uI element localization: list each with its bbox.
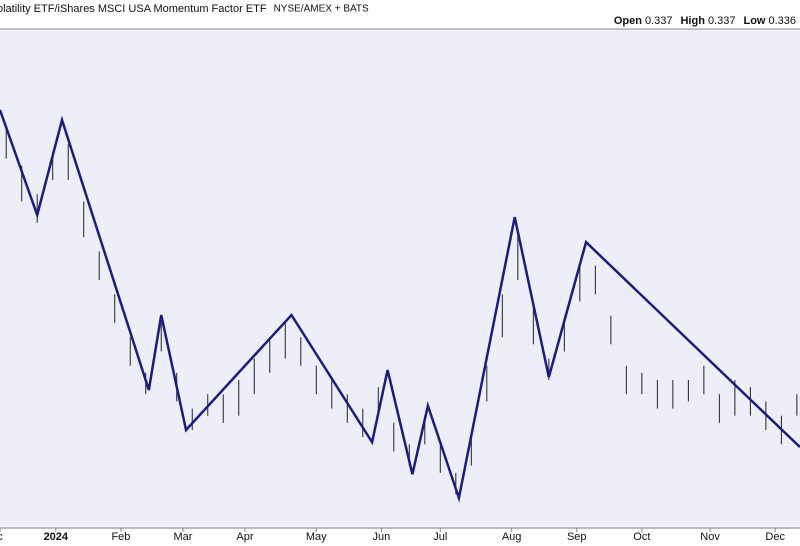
- x-tick-label: Jun: [373, 531, 391, 543]
- x-tick-label: Jul: [433, 531, 447, 543]
- quote-label: Low: [743, 15, 765, 27]
- x-tick-label: 2024: [44, 531, 69, 543]
- exchange: NYSE/AMEX + BATS: [274, 4, 369, 15]
- x-tick-label: May: [306, 531, 327, 543]
- x-tick-label: Feb: [111, 531, 130, 543]
- quote-value: 0.336: [768, 15, 796, 27]
- x-tick-label: Aug: [502, 531, 522, 543]
- quote-label: High: [680, 15, 705, 27]
- x-tick-label: Nov: [700, 531, 720, 543]
- x-tick-label: Mar: [173, 531, 192, 543]
- x-tick-label: Apr: [236, 531, 253, 543]
- header: [0, 0, 800, 29]
- x-tick-label: Oct: [633, 531, 650, 543]
- chart-title: olatility ETF/iShares MSCI USA Momentum …: [0, 3, 267, 15]
- x-axis-band: [0, 529, 800, 546]
- x-tick-label: c: [0, 531, 3, 543]
- x-tick-label: Dec: [765, 531, 785, 543]
- quote-value: 0.337: [645, 15, 673, 27]
- quote-label: Open: [614, 15, 642, 27]
- x-tick-label: Sep: [567, 531, 587, 543]
- zigzag-line: [0, 109, 800, 503]
- quote-value: 0.337: [708, 15, 736, 27]
